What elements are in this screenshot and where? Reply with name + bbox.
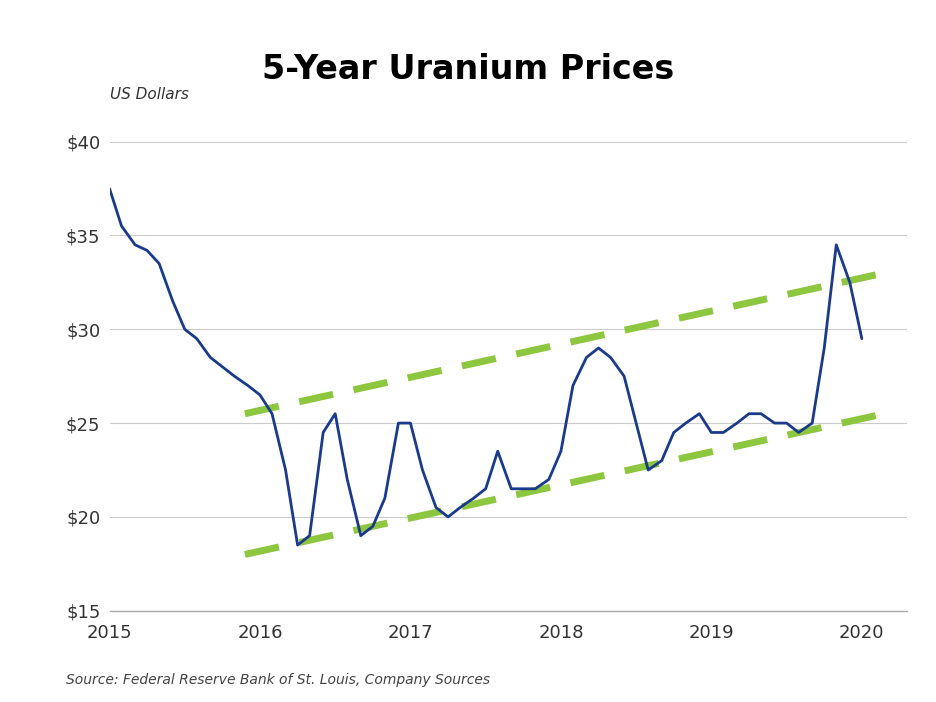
Text: US Dollars: US Dollars <box>110 87 188 102</box>
Text: Source: Federal Reserve Bank of St. Louis, Company Sources: Source: Federal Reserve Bank of St. Loui… <box>66 673 490 687</box>
Text: 5-Year Uranium Prices: 5-Year Uranium Prices <box>262 53 674 86</box>
